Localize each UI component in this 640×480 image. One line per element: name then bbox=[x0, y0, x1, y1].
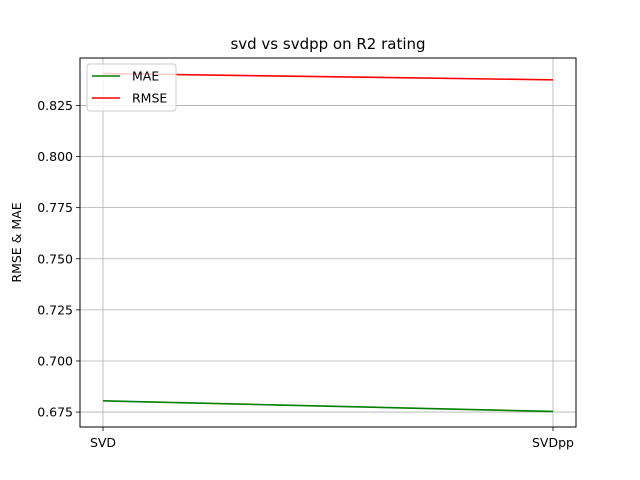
series-line-mae bbox=[102, 400, 554, 413]
y-tick-label: 0.725 bbox=[37, 302, 73, 317]
legend-label: RMSE bbox=[132, 91, 167, 106]
legend-label: MAE bbox=[132, 69, 159, 84]
y-tick-label: 0.750 bbox=[37, 251, 73, 266]
series-lines bbox=[102, 72, 554, 413]
y-tick-label: 0.775 bbox=[37, 200, 73, 215]
plot-frame bbox=[79, 57, 577, 428]
y-tick-label: 0.675 bbox=[37, 405, 73, 420]
y-tick-label: 0.800 bbox=[37, 149, 73, 164]
y-tick-label: 0.825 bbox=[37, 98, 73, 113]
ticks: SVD SVDpp 0.675 0.700 0.725 0.750 0.775 0.800 0.… bbox=[37, 98, 574, 450]
chart-title: svd vs svdpp on R2 rating bbox=[230, 35, 425, 53]
x-tick-label: SVD bbox=[90, 435, 116, 450]
y-tick-label: 0.700 bbox=[37, 353, 73, 368]
y-axis-label: RMSE & MAE bbox=[9, 202, 24, 282]
x-tick-label: SVDpp bbox=[532, 435, 574, 450]
legend: MAE RMSE bbox=[86, 63, 177, 112]
series-line-rmse bbox=[102, 72, 554, 81]
